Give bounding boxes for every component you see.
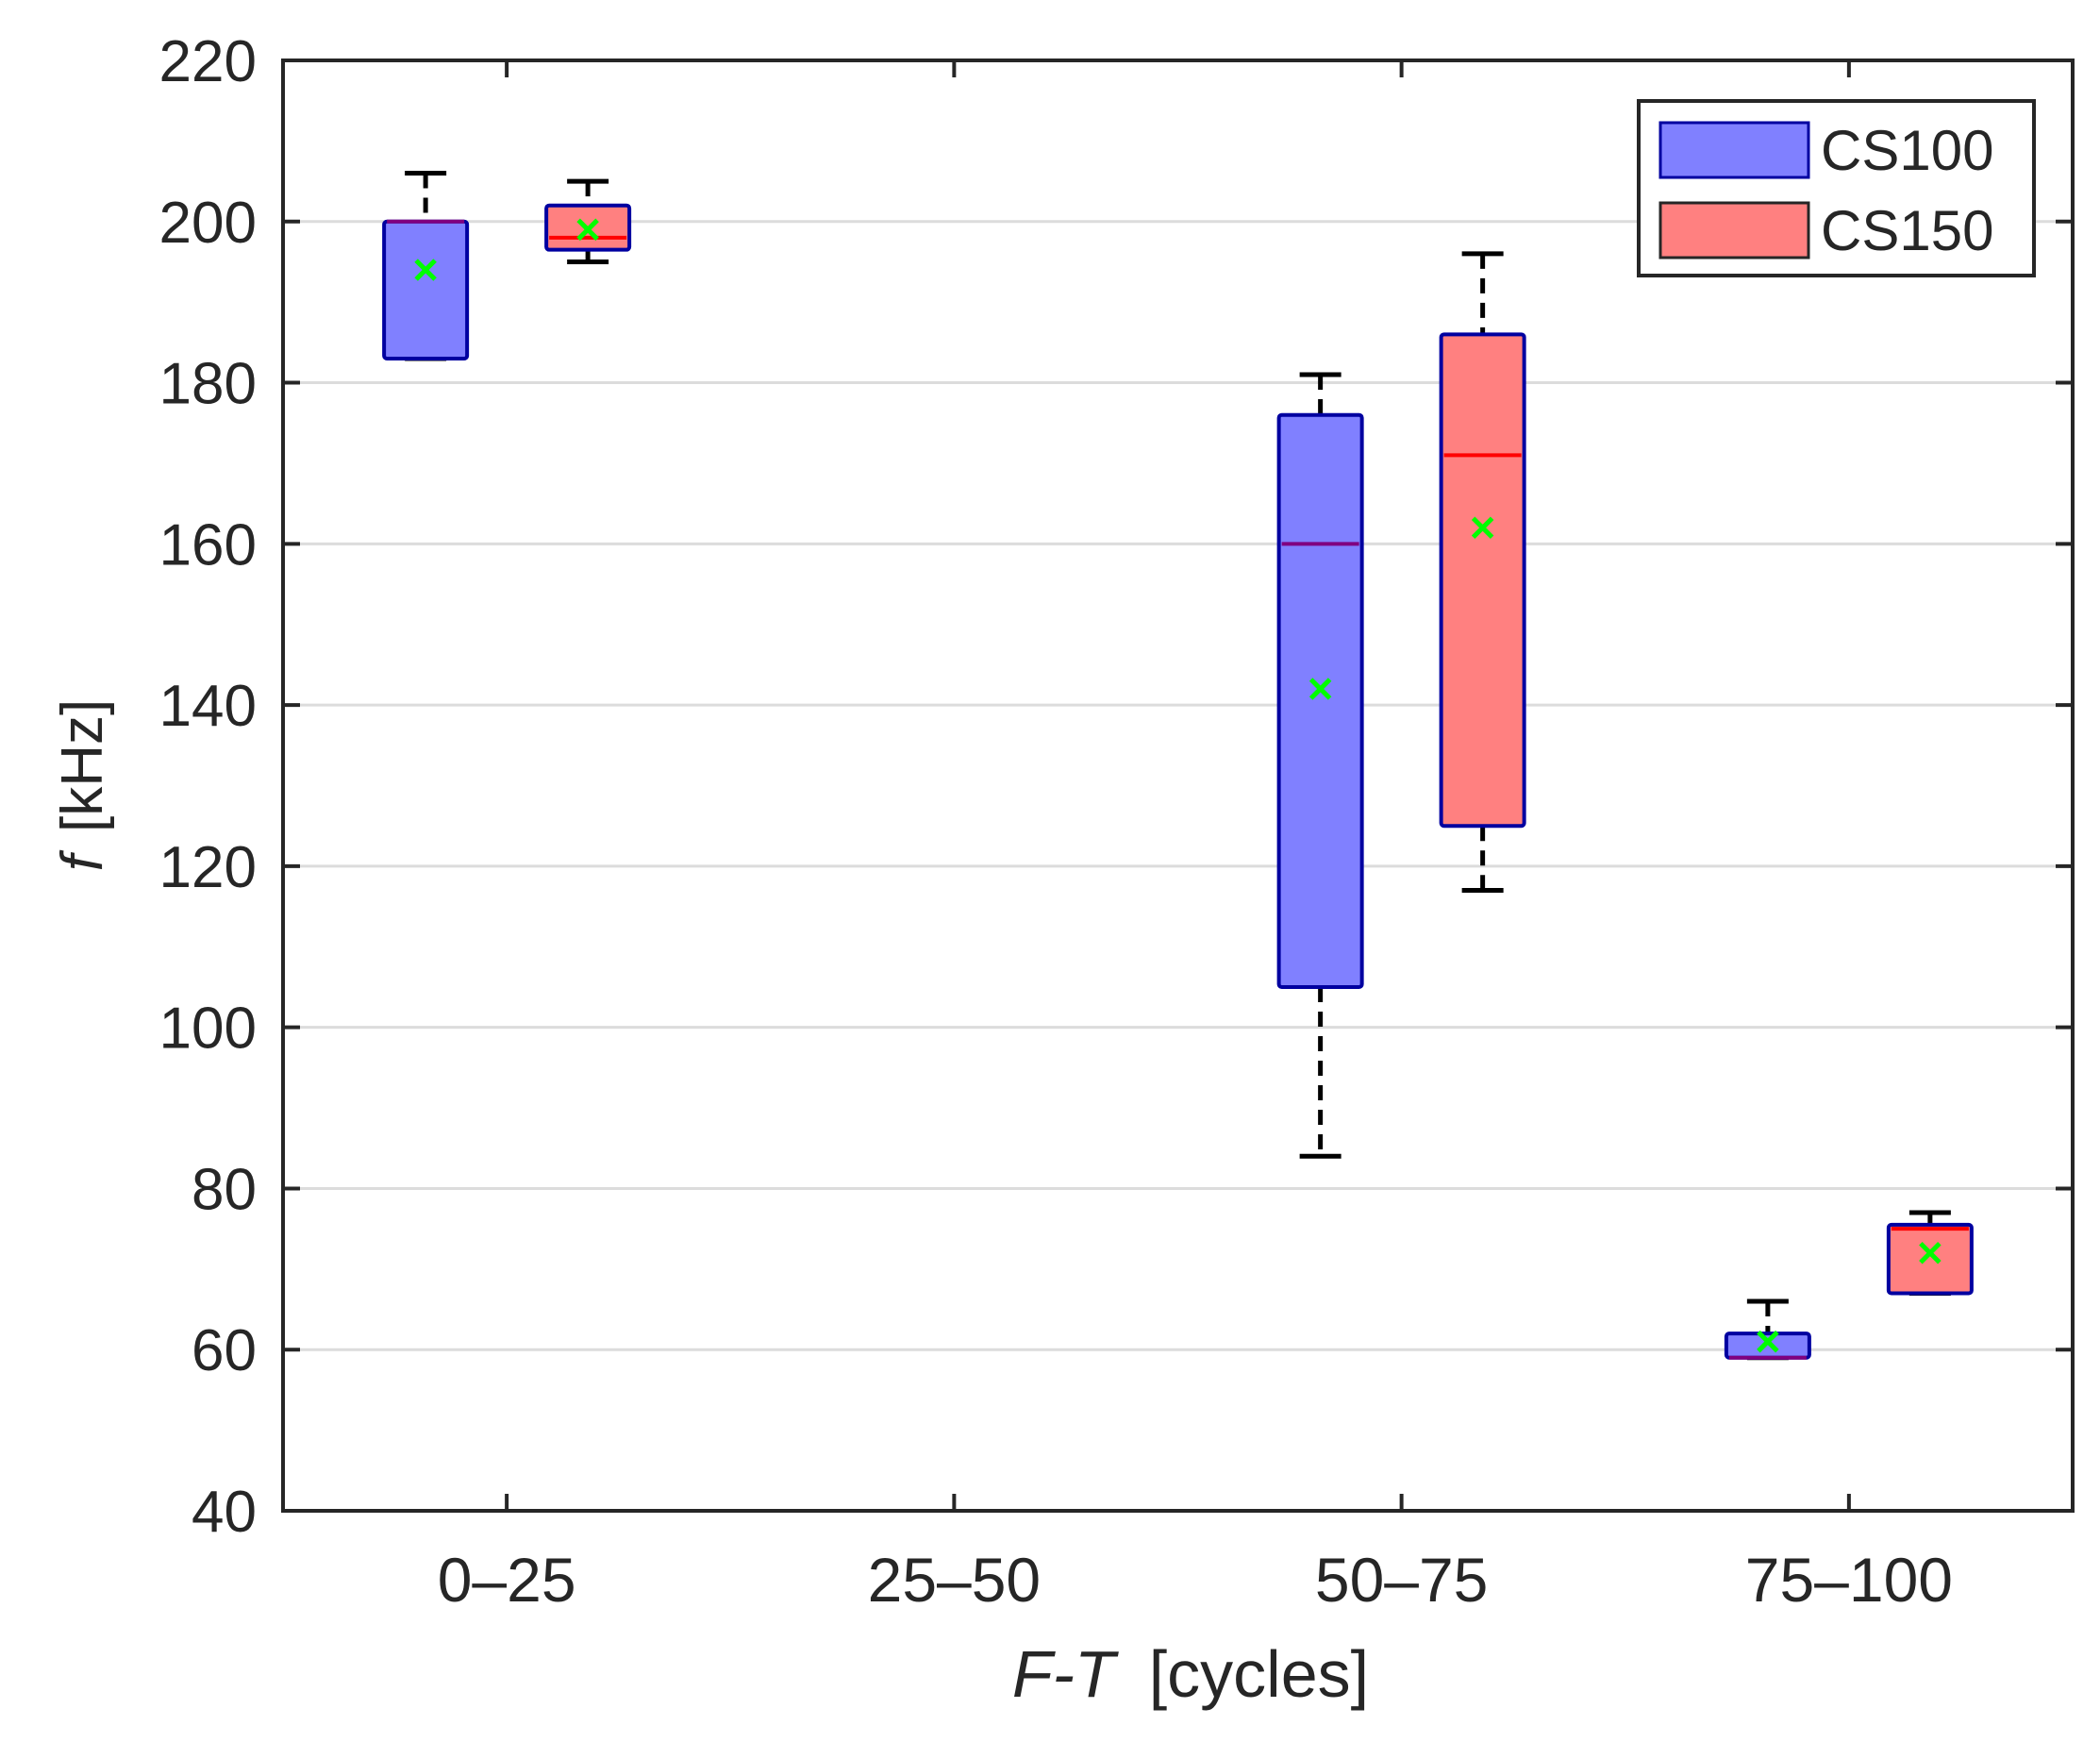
mean-marker <box>576 218 599 242</box>
y-tick-label-180: 180 <box>159 352 257 417</box>
x-tick-label-2: 50–75 <box>1315 1545 1489 1615</box>
x-axis-label-symbol: F-T <box>1012 1637 1119 1711</box>
iqr-box <box>1276 412 1364 989</box>
legend-label-cs150: CS150 <box>1821 199 1993 262</box>
mean-marker <box>1471 516 1494 540</box>
y-tick-label-200: 200 <box>159 191 257 256</box>
iqr-box <box>1886 1222 1974 1296</box>
x-axis-label: F-T [cycles] <box>1012 1637 1369 1711</box>
y-axis-label-symbol: f <box>50 849 115 871</box>
legend-swatch-cs150 <box>1658 201 1810 260</box>
box-cs100-0 <box>382 171 470 361</box>
y-axis-label-unit: [kHz] <box>50 699 115 832</box>
legend: CS100 CS150 <box>1637 99 2036 277</box>
mean-marker <box>1308 678 1332 700</box>
y-tick-label-80: 80 <box>192 1157 257 1222</box>
y-axis-ticks: 40 60 80 100 120 140 160 180 200 220 <box>159 29 2073 1545</box>
y-tick-label-140: 140 <box>159 674 257 739</box>
x-axis-ticks: 0–25 25–50 50–75 75–100 <box>438 60 1953 1615</box>
mean-marker <box>414 259 437 281</box>
x-tick-label-0: 0–25 <box>438 1545 576 1615</box>
x-axis-label-unit: [cycles] <box>1149 1637 1369 1711</box>
y-tick-label-60: 60 <box>192 1318 257 1383</box>
x-tick-label-3: 75–100 <box>1745 1545 1953 1615</box>
box-cs100-3 <box>1724 1298 1811 1361</box>
mean-marker <box>1757 1330 1779 1353</box>
y-tick-label-100: 100 <box>159 997 257 1062</box>
legend-swatch-cs100 <box>1658 121 1810 179</box>
y-axis-label: f [kHz] <box>50 699 115 871</box>
y-tick-label-160: 160 <box>159 512 257 578</box>
grid-lines <box>283 220 2073 1351</box>
plot-area-frame <box>281 59 2075 1513</box>
box-cs100-2 <box>1276 372 1364 1159</box>
y-tick-label-120: 120 <box>159 835 257 900</box>
iqr-box <box>1439 332 1526 829</box>
iqr-box <box>1724 1332 1811 1360</box>
legend-label-cs100: CS100 <box>1821 119 1993 182</box>
box-cs150-3 <box>1886 1210 1974 1296</box>
iqr-box <box>382 219 470 360</box>
box-cs150-0 <box>544 178 632 264</box>
mean-marker <box>1919 1241 1942 1265</box>
y-tick-label-220: 220 <box>159 29 257 94</box>
box-series <box>382 171 1974 1361</box>
y-tick-label-40: 40 <box>192 1480 257 1545</box>
x-tick-label-1: 25–50 <box>868 1545 1042 1615</box>
box-cs150-2 <box>1439 251 1526 894</box>
